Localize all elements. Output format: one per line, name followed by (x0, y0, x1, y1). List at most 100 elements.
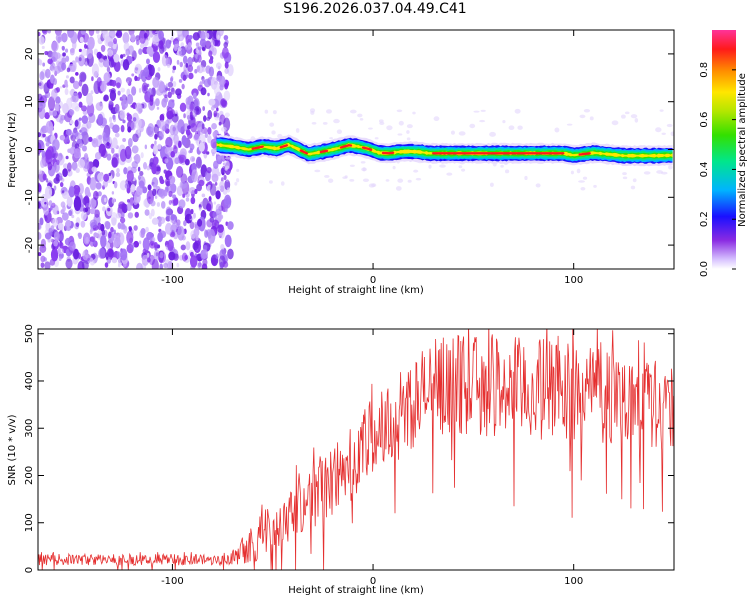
noise-blob (72, 129, 79, 138)
noise-blob (147, 257, 151, 263)
noise-blob (155, 98, 160, 107)
noise-blob (126, 202, 132, 212)
noise-blob (190, 196, 196, 205)
faint-noise-dot (280, 181, 285, 186)
noise-blob (207, 92, 210, 97)
noise-blob (216, 107, 219, 112)
noise-blob (77, 232, 81, 237)
noise-blob (190, 122, 198, 133)
faint-noise-dot (634, 117, 639, 123)
faint-noise-dot (310, 110, 315, 115)
noise-blob (159, 263, 164, 269)
noise-blob (119, 262, 123, 266)
noise-blob (139, 170, 144, 177)
noise-blob (53, 240, 59, 247)
noise-blob (210, 138, 217, 149)
faint-noise-dot (554, 127, 560, 133)
noise-blob (119, 180, 128, 191)
faint-noise-dot (374, 137, 379, 140)
faint-noise-dot (236, 168, 240, 173)
signal-core (319, 149, 329, 154)
noise-blob (185, 197, 190, 202)
noise-blob (191, 169, 198, 183)
noise-blob (80, 220, 86, 228)
noise-blob (161, 200, 166, 209)
noise-blob (227, 221, 234, 230)
noise-blob (89, 198, 97, 209)
noise-blob (65, 75, 69, 79)
noise-blob (57, 248, 61, 255)
faint-noise-dot (582, 176, 588, 180)
noise-blob (146, 165, 151, 171)
noise-blob (198, 206, 202, 211)
noise-blob (157, 143, 162, 150)
noise-blob (52, 63, 56, 69)
noise-blob (187, 214, 192, 220)
noise-blob (176, 59, 180, 65)
noise-blob (163, 189, 168, 197)
snr-x-axis-label: Height of straight line (km) (288, 585, 424, 596)
noise-blob (65, 155, 69, 160)
faint-noise-dot (379, 121, 385, 126)
noise-blob (82, 249, 89, 261)
noise-blob (206, 32, 210, 39)
noise-blob (179, 36, 183, 41)
noise-blob (69, 76, 75, 84)
noise-blob (159, 136, 162, 141)
noise-blob (210, 105, 215, 111)
noise-blob (166, 110, 174, 120)
noise-blob (124, 183, 130, 189)
noise-blob (127, 56, 133, 64)
noise-blob (38, 223, 42, 231)
noise-blob (61, 57, 67, 65)
faint-noise-dot (360, 161, 366, 164)
noise-blob (98, 58, 105, 68)
faint-noise-dot (566, 123, 573, 126)
noise-blob (97, 191, 102, 197)
noise-blob (47, 30, 52, 34)
noise-blob (177, 225, 185, 241)
spectrogram-noise-region (38, 30, 674, 269)
noise-blob (89, 177, 97, 191)
noise-blob (132, 117, 137, 122)
noise-blob (95, 30, 100, 34)
noise-blob (95, 102, 104, 111)
noise-blob (38, 105, 46, 120)
noise-blob (213, 201, 217, 205)
noise-blob (197, 64, 204, 74)
spectrogram-y-tick-label: -10 (24, 189, 35, 205)
noise-blob (167, 99, 175, 110)
noise-blob (78, 117, 82, 121)
noise-blob (108, 231, 112, 239)
noise-blob (73, 148, 81, 159)
noise-blob (140, 227, 146, 235)
noise-blob (38, 82, 42, 86)
noise-blob (80, 30, 87, 35)
noise-blob (182, 193, 186, 198)
colorbar-tick-label: 0.4 (699, 161, 710, 177)
noise-blob (67, 30, 75, 39)
noise-blob (221, 46, 229, 59)
faint-noise-dot (661, 132, 666, 135)
faint-noise-dot (412, 111, 416, 115)
noise-blob (132, 133, 139, 143)
noise-blob (192, 32, 200, 41)
noise-blob (105, 242, 110, 250)
noise-blob (194, 69, 198, 74)
noise-blob (185, 62, 189, 68)
noise-blob (65, 48, 69, 53)
snr-y-tick-label: 500 (24, 324, 35, 343)
noise-blob (206, 219, 213, 228)
noise-blob (105, 221, 111, 230)
faint-noise-dot (224, 112, 230, 118)
noise-blob (49, 125, 53, 133)
faint-noise-dot (670, 131, 674, 137)
noise-blob (93, 190, 99, 201)
noise-blob (173, 133, 179, 145)
spectrogram-x-tick-label: 0 (370, 275, 376, 286)
snr-frame (37, 328, 675, 571)
noise-blob (153, 183, 156, 189)
noise-blob (103, 72, 111, 83)
noise-blob (174, 113, 178, 117)
noise-blob (86, 102, 95, 117)
